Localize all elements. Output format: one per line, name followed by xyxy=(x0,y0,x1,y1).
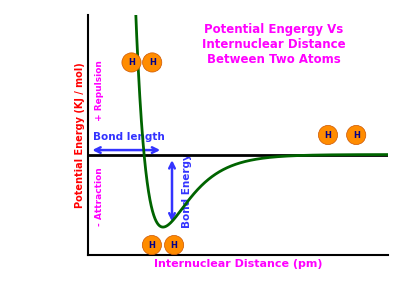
Text: - Attraction: - Attraction xyxy=(96,167,104,226)
Ellipse shape xyxy=(164,236,184,255)
Text: H: H xyxy=(148,241,155,250)
Ellipse shape xyxy=(122,53,141,72)
Ellipse shape xyxy=(346,125,366,145)
Text: Potential Engergy Vs
Internuclear Distance
Between Two Atoms: Potential Engergy Vs Internuclear Distan… xyxy=(202,23,346,66)
Text: H: H xyxy=(324,130,332,140)
Ellipse shape xyxy=(142,236,162,255)
Text: + Repulsion: + Repulsion xyxy=(96,60,104,121)
Ellipse shape xyxy=(142,53,162,72)
Y-axis label: Potential Energy (KJ / mol): Potential Energy (KJ / mol) xyxy=(75,62,85,208)
X-axis label: Internuclear Distance (pm): Internuclear Distance (pm) xyxy=(154,259,322,269)
Text: Bond length: Bond length xyxy=(93,132,164,142)
Text: H: H xyxy=(171,241,178,250)
Text: Bond Energy: Bond Energy xyxy=(182,153,192,228)
Text: H: H xyxy=(353,130,360,140)
Text: H: H xyxy=(128,58,135,67)
Ellipse shape xyxy=(318,125,338,145)
Text: H: H xyxy=(149,58,156,67)
